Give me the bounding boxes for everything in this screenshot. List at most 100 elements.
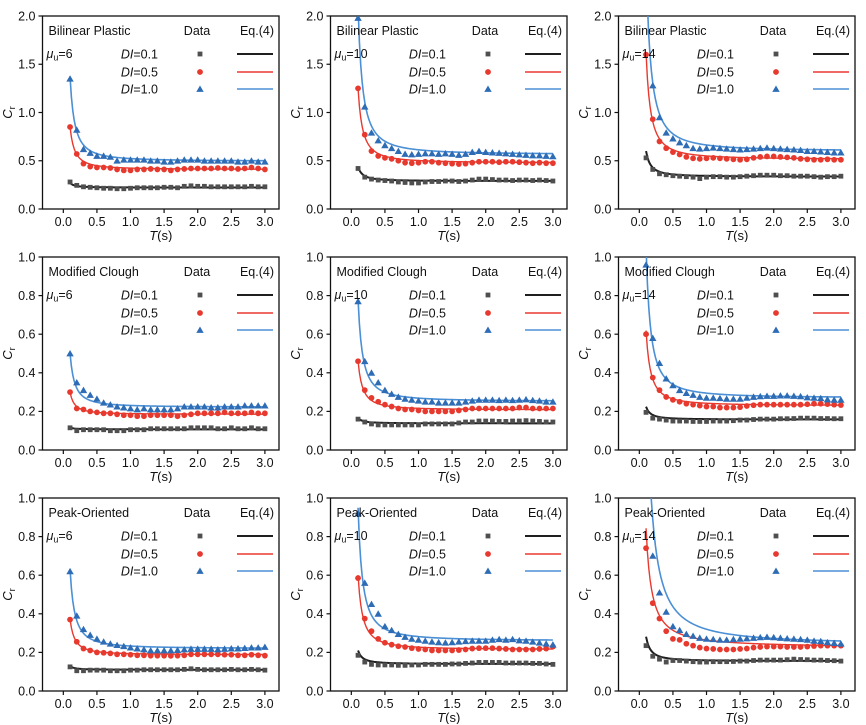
panel-peak-mu6: 0.0 0.2 0.4 0.6 0.8 1.0 0.0 0.5 1.0 1.5 2.0 2.5 3.0 T… bbox=[1, 483, 289, 724]
fit-line-DI=1.0 bbox=[69, 569, 265, 649]
series-DI=0.1 bbox=[355, 652, 556, 668]
svg-text:2.5: 2.5 bbox=[799, 697, 816, 711]
legend: Modified Clough Data Eq.(4) μu=14 DI=0.1 DI=0… bbox=[622, 265, 851, 337]
series-DI=0.5 bbox=[67, 616, 268, 659]
legend-data-header: Data bbox=[472, 24, 498, 38]
svg-text:2.5: 2.5 bbox=[799, 215, 816, 229]
legend-label-DI=0.5: DI=0.5 bbox=[697, 65, 734, 79]
svg-text:2.0: 2.0 bbox=[189, 697, 206, 711]
series-DI=1.0 bbox=[66, 350, 269, 413]
svg-text:0.5: 0.5 bbox=[88, 456, 105, 470]
svg-text:0.5: 0.5 bbox=[88, 697, 105, 711]
svg-text:0.0: 0.0 bbox=[343, 456, 360, 470]
svg-text:0.5: 0.5 bbox=[376, 215, 393, 229]
axes: 0.0 0.5 1.0 1.5 2.0 0.0 0.5 1.0 1.5 2.0 2.5 3.0 T(s)… bbox=[289, 9, 568, 242]
panel-peak-mu14: 0.0 0.2 0.4 0.6 0.8 1.0 0.0 0.5 1.0 1.5 2.0 2.5 3.0 T… bbox=[577, 483, 865, 724]
svg-text:1.0: 1.0 bbox=[18, 106, 35, 120]
x-axis-label: T(s) bbox=[437, 469, 460, 483]
svg-text:0.0: 0.0 bbox=[594, 684, 611, 698]
fit-line-DI=0.1 bbox=[645, 150, 841, 178]
legend-data-header: Data bbox=[184, 24, 210, 38]
series-DI=0.5 bbox=[355, 358, 556, 415]
svg-text:2.0: 2.0 bbox=[18, 9, 35, 23]
series-DI=1.0 bbox=[649, 552, 845, 647]
legend-label-DI=0.5: DI=0.5 bbox=[121, 547, 158, 561]
x-axis-label: T(s) bbox=[725, 228, 748, 242]
legend: Peak-Oriented Data Eq.(4) μu=6 DI=0.1 DI=0.5 D… bbox=[46, 506, 275, 578]
legend-label-DI=0.1: DI=0.1 bbox=[121, 47, 158, 61]
svg-text:2.5: 2.5 bbox=[799, 456, 816, 470]
mu-label: μu=6 bbox=[46, 288, 73, 304]
svg-text:2.5: 2.5 bbox=[511, 697, 528, 711]
svg-text:1.0: 1.0 bbox=[122, 697, 139, 711]
legend-label-DI=0.5: DI=0.5 bbox=[409, 547, 446, 561]
axes: 0.0 0.2 0.4 0.6 0.8 1.0 0.0 0.5 1.0 1.5 2.0 2.5 3.0 T… bbox=[577, 491, 856, 724]
svg-text:1.5: 1.5 bbox=[155, 456, 172, 470]
svg-text:0.0: 0.0 bbox=[594, 443, 611, 457]
svg-text:3.0: 3.0 bbox=[544, 456, 561, 470]
svg-text:0.5: 0.5 bbox=[664, 215, 681, 229]
svg-text:1.0: 1.0 bbox=[410, 215, 427, 229]
legend: Modified Clough Data Eq.(4) μu=6 DI=0.1 DI=0.… bbox=[46, 265, 275, 337]
svg-text:0.8: 0.8 bbox=[18, 289, 35, 303]
plot-svg: 0.0 0.5 1.0 1.5 2.0 0.0 0.5 1.0 1.5 2.0 2.5 3.0 T(s)… bbox=[1, 9, 280, 242]
series-DI=0.1 bbox=[643, 409, 844, 424]
svg-text:0.0: 0.0 bbox=[55, 456, 72, 470]
svg-text:0.0: 0.0 bbox=[594, 202, 611, 216]
svg-text:0.4: 0.4 bbox=[18, 607, 35, 621]
svg-text:3.0: 3.0 bbox=[256, 215, 273, 229]
legend-label-DI=1.0: DI=1.0 bbox=[121, 323, 158, 337]
svg-text:0.2: 0.2 bbox=[18, 405, 35, 419]
fit-line-DI=1.0 bbox=[69, 76, 265, 162]
svg-text:2.0: 2.0 bbox=[189, 456, 206, 470]
panel-title: Modified Clough bbox=[625, 265, 715, 279]
y-axis-label: Cr bbox=[577, 347, 594, 360]
svg-text:1.5: 1.5 bbox=[443, 697, 460, 711]
legend-data-header: Data bbox=[472, 265, 498, 279]
svg-text:0.2: 0.2 bbox=[306, 646, 323, 660]
svg-text:3.0: 3.0 bbox=[544, 215, 561, 229]
svg-text:1.0: 1.0 bbox=[122, 215, 139, 229]
svg-text:1.5: 1.5 bbox=[731, 697, 748, 711]
legend-label-DI=0.1: DI=0.1 bbox=[121, 529, 158, 543]
svg-text:0.5: 0.5 bbox=[664, 456, 681, 470]
legend-data-header: Data bbox=[184, 506, 210, 520]
series-DI=0.1 bbox=[355, 416, 556, 428]
svg-text:0.6: 0.6 bbox=[306, 569, 323, 583]
axes: 0.0 0.5 1.0 1.5 2.0 0.0 0.5 1.0 1.5 2.0 2.5 3.0 T(s)… bbox=[577, 9, 856, 242]
data-markers bbox=[66, 567, 269, 674]
svg-text:0.8: 0.8 bbox=[306, 289, 323, 303]
legend-label-DI=1.0: DI=1.0 bbox=[121, 564, 158, 578]
plot-svg: 0.0 0.2 0.4 0.6 0.8 1.0 0.0 0.5 1.0 1.5 2.0 2.5 3.0 T… bbox=[289, 491, 568, 724]
legend-label-DI=0.5: DI=0.5 bbox=[121, 306, 158, 320]
legend-label-DI=1.0: DI=1.0 bbox=[697, 82, 734, 96]
svg-text:0.2: 0.2 bbox=[594, 646, 611, 660]
series-DI=1.0 bbox=[354, 509, 557, 648]
series-DI=0.1 bbox=[67, 425, 268, 434]
legend: Bilinear Plastic Data Eq.(4) μu=14 DI=0.1 DI=… bbox=[622, 24, 851, 96]
data-markers bbox=[354, 509, 557, 668]
svg-text:1.0: 1.0 bbox=[698, 456, 715, 470]
legend-label-DI=0.1: DI=0.1 bbox=[121, 288, 158, 302]
x-axis-label: T(s) bbox=[149, 469, 172, 483]
svg-text:2.0: 2.0 bbox=[306, 9, 323, 23]
svg-text:2.0: 2.0 bbox=[477, 697, 494, 711]
mu-label: μu=10 bbox=[334, 288, 368, 304]
axes: 0.0 0.2 0.4 0.6 0.8 1.0 0.0 0.5 1.0 1.5 2.0 2.5 3.0 T… bbox=[289, 491, 568, 724]
y-axis-label: Cr bbox=[1, 347, 18, 360]
svg-text:3.0: 3.0 bbox=[544, 697, 561, 711]
svg-text:0.0: 0.0 bbox=[343, 215, 360, 229]
svg-text:3.0: 3.0 bbox=[832, 215, 849, 229]
svg-text:0.0: 0.0 bbox=[18, 443, 35, 457]
svg-text:2.0: 2.0 bbox=[765, 456, 782, 470]
legend-label-DI=1.0: DI=1.0 bbox=[697, 564, 734, 578]
svg-text:1.0: 1.0 bbox=[594, 106, 611, 120]
plot-svg: 0.0 0.2 0.4 0.6 0.8 1.0 0.0 0.5 1.0 1.5 2.0 2.5 3.0 T… bbox=[577, 250, 856, 483]
svg-text:0.5: 0.5 bbox=[376, 456, 393, 470]
svg-text:2.0: 2.0 bbox=[765, 697, 782, 711]
legend-eq-header: Eq.(4) bbox=[816, 265, 850, 279]
mu-label: μu=6 bbox=[46, 47, 73, 63]
fit-line-DI=1.0 bbox=[69, 353, 265, 408]
series-DI=1.0 bbox=[354, 297, 557, 406]
